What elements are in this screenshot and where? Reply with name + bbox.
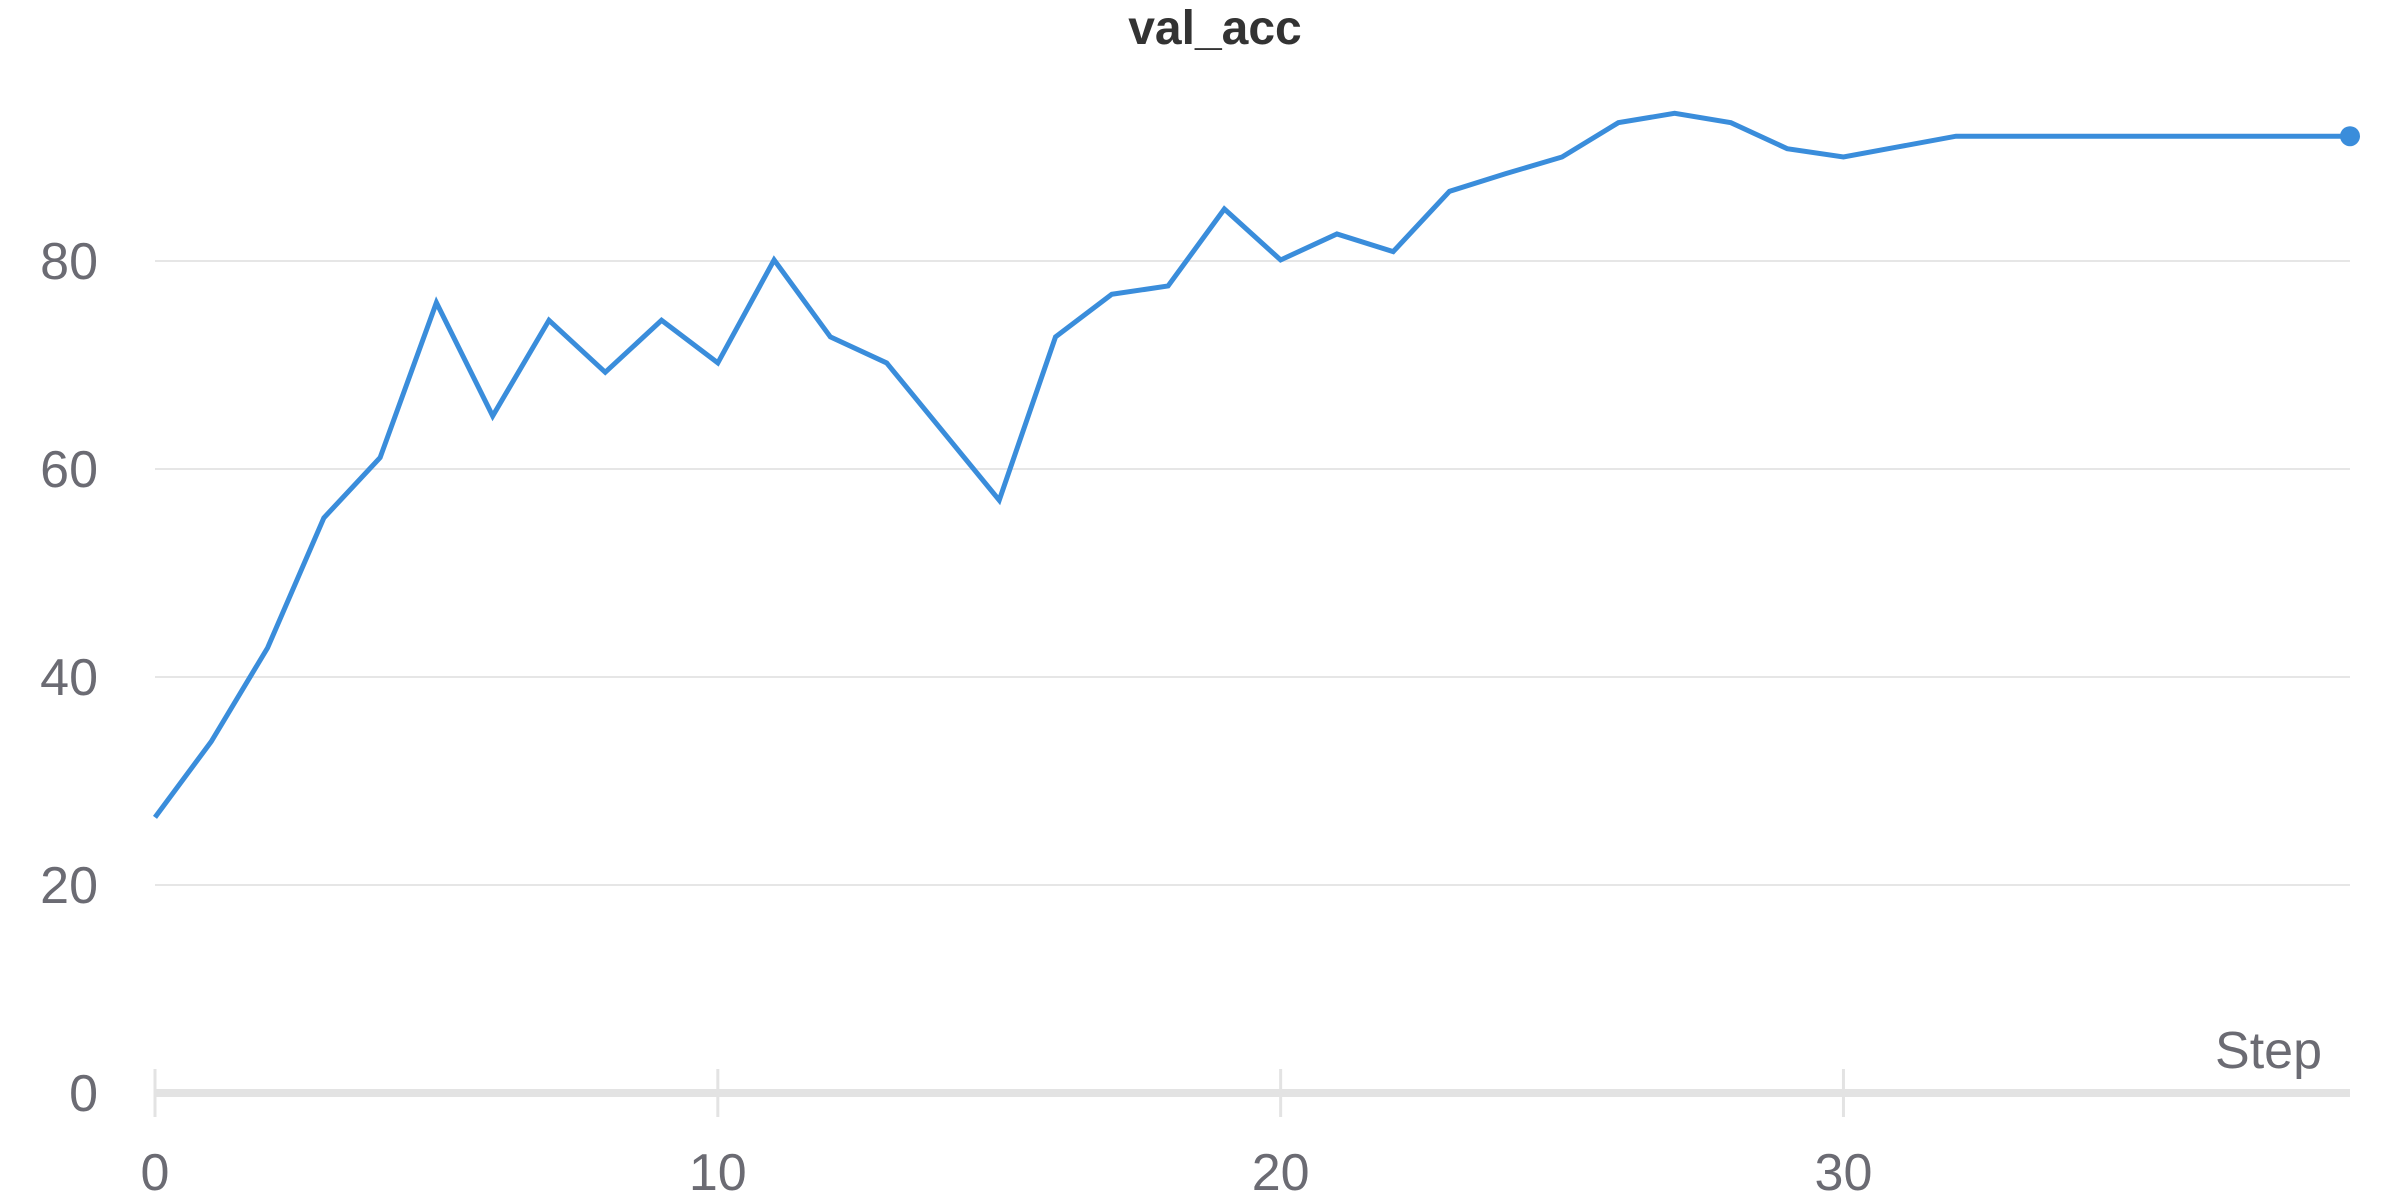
chart-title: val_acc <box>1128 2 1302 55</box>
y-tick-label: 80 <box>40 233 98 291</box>
series-end-point <box>2340 126 2360 147</box>
x-tick-label: 30 <box>1815 1144 1873 1200</box>
y-tick-label: 20 <box>40 857 98 915</box>
x-tick-label: 20 <box>1252 1144 1310 1200</box>
y-axis: 0 20 40 60 80 <box>40 233 98 1123</box>
series-line <box>152 110 2350 819</box>
series-layer <box>152 110 2360 819</box>
grid-layer <box>155 260 2350 886</box>
y-tick-label: 0 <box>69 1065 98 1123</box>
x-axis-title: Step <box>2215 1022 2322 1080</box>
y-tick-label: 40 <box>40 649 98 707</box>
x-tick-label: 0 <box>141 1144 170 1200</box>
x-axis: 0 10 20 30 <box>141 1069 2350 1200</box>
x-tick-label: 10 <box>689 1144 747 1200</box>
y-tick-label: 60 <box>40 441 98 499</box>
